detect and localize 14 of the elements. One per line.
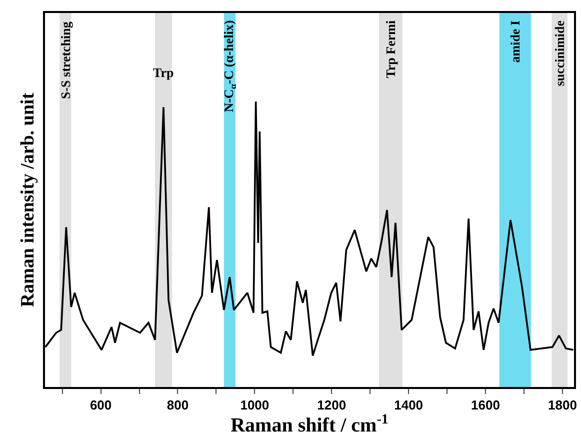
x-tick-label: 1800 — [548, 397, 577, 412]
x-tick-label: 1200 — [317, 397, 346, 412]
band-label: Trp Fermi — [383, 20, 398, 78]
x-tick-label: 1400 — [394, 397, 424, 412]
x-tick-label: 800 — [166, 397, 189, 412]
band-label: amide I — [508, 20, 523, 63]
band-label: Trp — [153, 65, 174, 80]
x-tick-label: 600 — [90, 397, 112, 412]
x-tick-label: 1000 — [240, 397, 270, 412]
band-label: S-S stretching — [58, 21, 73, 99]
y-axis-title: Raman intensity /arb. unit — [18, 92, 39, 308]
x-axis-title: Raman shift / cm$^{-1}$ — [230, 412, 388, 437]
x-tick-label: 1600 — [471, 397, 500, 412]
band-label: succinimide — [552, 20, 567, 86]
